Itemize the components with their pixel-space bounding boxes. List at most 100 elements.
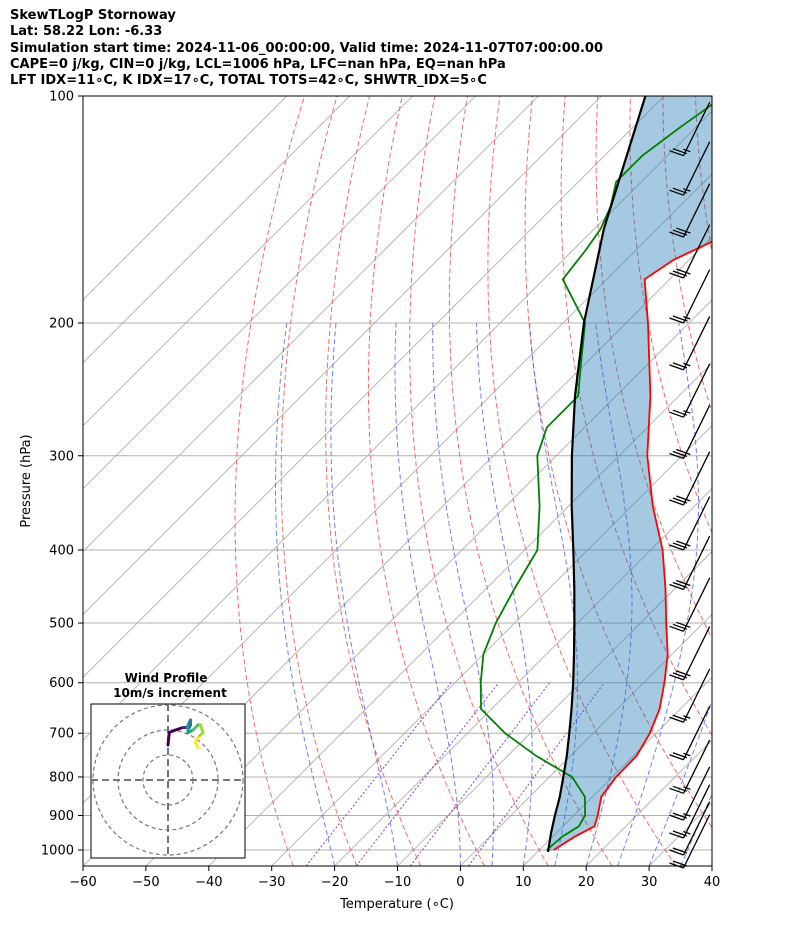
y-tick-label: 100 [49,90,74,105]
wind-barb-shaft [682,183,711,238]
wind-barb [669,224,711,279]
wind-barbs [669,102,711,869]
isotherm-line [83,96,539,553]
wind-barb [669,577,711,632]
wind-barb-shaft [682,626,711,681]
cin-shading [548,96,712,852]
chart-header: SkewTLogP Stornoway Lat: 58.22 Lon: -6.3… [10,8,603,89]
wind-barb-feather [676,268,691,275]
station-location: Lat: 58.22 Lon: -6.33 [10,24,163,40]
wind-barb-feather [669,452,684,460]
wind-barb-feather [672,409,688,416]
dry-adiabat [448,96,613,866]
temperature-profile-line [553,240,712,851]
moist-adiabat [529,322,578,866]
sounding-profiles [479,96,712,853]
simulation-times: Simulation start time: 2024-11-06_00:00:… [10,40,603,56]
wind-barb-feather [672,860,688,867]
moist-adiabat [680,793,712,866]
wind-barb-shaft [682,814,711,869]
wind-barb-feather [676,670,691,677]
wind-barb-shaft [682,451,711,506]
wind-barb-shaft [682,577,711,632]
wind-barb [669,814,711,869]
wind-barb-feather [669,499,684,506]
isotherm-line [83,96,351,364]
isotherm-line [397,550,712,866]
hodograph-trace-segment [194,741,200,749]
wind-barb-feather [676,227,691,234]
x-tick-label: 20 [578,875,595,890]
y-tick-label: 900 [49,809,74,824]
hodograph-inset: Wind Profile 10m/s increment [90,671,246,859]
wind-barb [669,535,711,591]
hodograph-trace-segment [166,731,171,747]
y-axis-ticks: 1000 900 800 700 600 500 400 300 200 100 [41,90,83,859]
y-tick-label: 800 [49,770,74,785]
wind-barb-shaft [682,224,711,279]
wind-barb-half-feather [683,362,691,367]
dewpoint-profile-line [479,103,712,851]
isotherm-line [523,676,712,866]
wind-barb-half-feather [683,715,691,719]
hodograph-title: Wind Profile [125,671,208,685]
dry-adiabat [409,96,549,866]
wind-barb-feather [669,189,684,196]
wind-barb-feather [669,787,684,794]
wind-barb-feather [676,579,691,587]
wind-barb-feather [672,229,688,236]
dry-adiabat [560,96,712,737]
wind-barb-feather [672,672,688,679]
wind-barb-shaft [682,102,711,156]
moist-adiabat [275,322,336,866]
x-tick-label: −20 [321,875,348,890]
wind-barb-feather [669,272,684,279]
dry-adiabat [728,96,794,866]
isotherm-line [83,96,602,615]
wind-barb-feather [676,495,691,502]
wind-barb-feather [672,581,688,589]
wind-barb-half-feather [683,148,691,153]
y-tick-label: 400 [49,543,74,558]
wind-barb-feather [676,621,691,628]
wind-barb [669,451,711,506]
wind-barb-feather [672,542,688,549]
wind-barb-feather [669,583,684,591]
wind-barb-feather [669,317,684,324]
dry-adiabat [595,96,712,640]
wind-barb-shaft [682,363,711,418]
x-tick-label: −10 [384,875,411,890]
dry-adiabat [487,96,677,866]
wind-barb [669,141,711,196]
x-tick-label: −30 [258,875,285,890]
wind-barb-feather [669,150,684,157]
y-axis-label: Pressure (hPa) [19,434,34,527]
y-tick-label: 700 [49,727,74,742]
wind-barb-feather [672,812,688,819]
cape-cin-shading [548,96,712,852]
wind-barb-shaft [682,668,711,723]
wind-barb-feather [669,849,684,856]
moist-adiabat [394,322,461,866]
wind-barb-feather [672,148,688,155]
isotherm-line [83,110,712,741]
wind-barb-shaft [682,801,711,856]
wind-barb-shaft [682,141,711,196]
isotherm-line [83,96,413,427]
wind-barb-shaft [682,535,711,590]
x-tick-label: −50 [132,875,159,890]
wind-barb-feather [672,623,688,630]
wind-barb-feather [669,862,684,869]
parcel-profile-line [546,96,647,853]
wind-barb-half-feather [683,830,691,835]
isotherm-line [460,613,712,866]
stability-indices-1: CAPE=0 j/kg, CIN=0 j/kg, LCL=1006 hPa, L… [10,56,506,72]
wind-barb-feather [669,625,684,632]
wind-barb-shaft [682,316,711,371]
wind-barb-half-feather [683,752,691,757]
isotherm-line [208,362,712,866]
wind-barb-half-feather [683,813,691,817]
dry-adiabat [524,96,712,829]
isotherm-line [271,425,712,866]
